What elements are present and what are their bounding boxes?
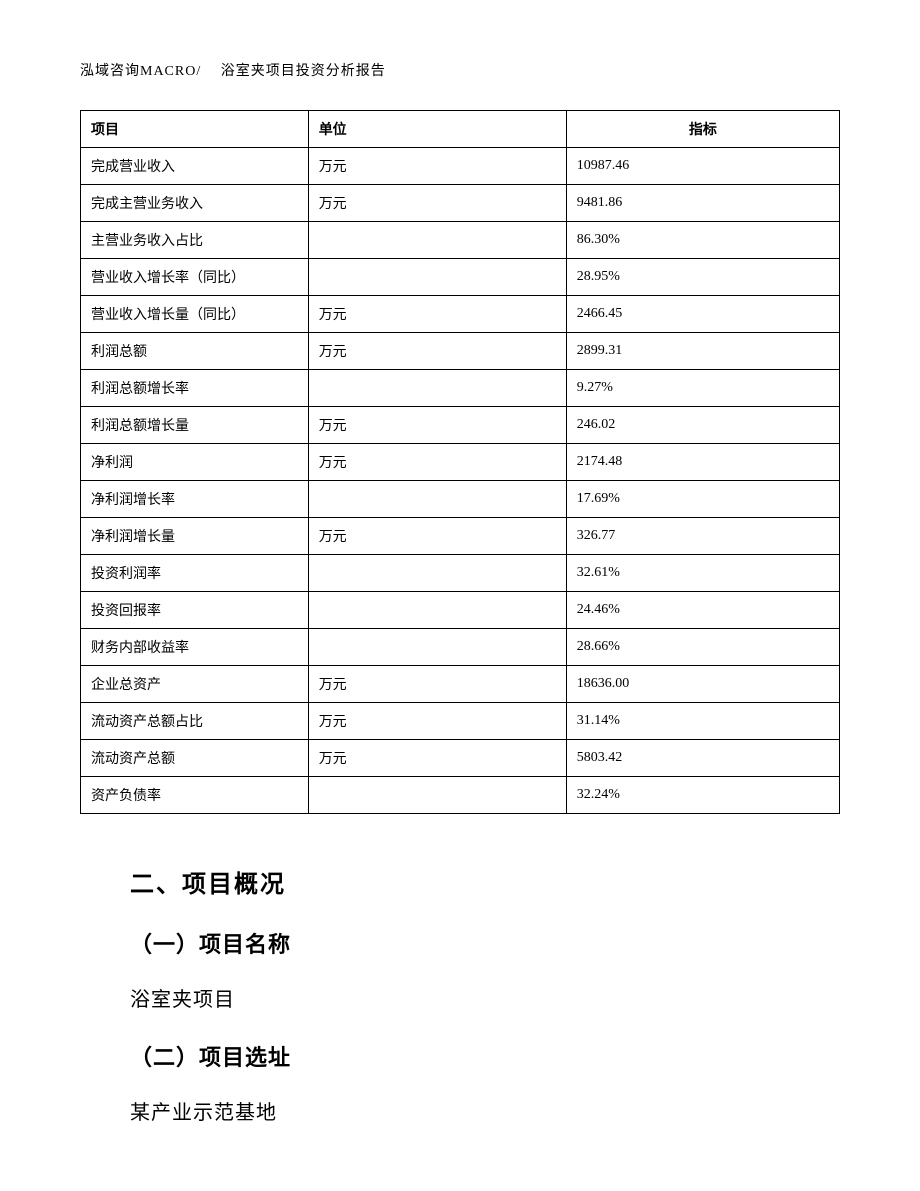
- table-cell: 企业总资产: [81, 666, 309, 703]
- table-cell: 246.02: [566, 407, 839, 444]
- table-cell: 31.14%: [566, 703, 839, 740]
- table-row: 企业总资产万元18636.00: [81, 666, 840, 703]
- table-cell: 9.27%: [566, 370, 839, 407]
- table-cell: 财务内部收益率: [81, 629, 309, 666]
- table-row: 完成主营业务收入万元9481.86: [81, 185, 840, 222]
- table-cell: 32.24%: [566, 777, 839, 814]
- table-cell: 326.77: [566, 518, 839, 555]
- table-row: 投资利润率 32.61%: [81, 555, 840, 592]
- table-row: 资产负债率 32.24%: [81, 777, 840, 814]
- table-cell: 万元: [308, 518, 566, 555]
- table-cell: 2466.45: [566, 296, 839, 333]
- table-cell: 利润总额增长率: [81, 370, 309, 407]
- table-cell: [308, 555, 566, 592]
- subsection-1-content: 浴室夹项目: [130, 983, 840, 1012]
- table-cell: 投资回报率: [81, 592, 309, 629]
- table-row: 主营业务收入占比 86.30%: [81, 222, 840, 259]
- column-header-unit: 单位: [308, 111, 566, 148]
- table-cell: 利润总额: [81, 333, 309, 370]
- data-table: 项目 单位 指标 完成营业收入万元10987.46完成主营业务收入万元9481.…: [80, 110, 840, 814]
- content-section: 二、项目概况 （一）项目名称 浴室夹项目 （二）项目选址 某产业示范基地: [80, 864, 840, 1125]
- table-body: 完成营业收入万元10987.46完成主营业务收入万元9481.86主营业务收入占…: [81, 148, 840, 814]
- table-cell: [308, 777, 566, 814]
- table-cell: 24.46%: [566, 592, 839, 629]
- table-cell: 营业收入增长量（同比）: [81, 296, 309, 333]
- table-cell: 2899.31: [566, 333, 839, 370]
- table-cell: 17.69%: [566, 481, 839, 518]
- table-cell: 完成主营业务收入: [81, 185, 309, 222]
- table-row: 净利润万元2174.48: [81, 444, 840, 481]
- table-row: 利润总额增长量万元246.02: [81, 407, 840, 444]
- table-cell: 投资利润率: [81, 555, 309, 592]
- table-cell: 万元: [308, 296, 566, 333]
- subsection-1-title: （一）项目名称: [130, 927, 840, 959]
- table-cell: 5803.42: [566, 740, 839, 777]
- table-cell: [308, 629, 566, 666]
- table-cell: 资产负债率: [81, 777, 309, 814]
- table-cell: 净利润增长率: [81, 481, 309, 518]
- table-cell: 万元: [308, 740, 566, 777]
- table-row: 完成营业收入万元10987.46: [81, 148, 840, 185]
- table-row: 净利润增长率 17.69%: [81, 481, 840, 518]
- table-row: 流动资产总额占比万元31.14%: [81, 703, 840, 740]
- table-cell: 万元: [308, 333, 566, 370]
- table-cell: [308, 370, 566, 407]
- table-cell: 10987.46: [566, 148, 839, 185]
- table-cell: 完成营业收入: [81, 148, 309, 185]
- table-row: 营业收入增长率（同比） 28.95%: [81, 259, 840, 296]
- table-row: 营业收入增长量（同比）万元2466.45: [81, 296, 840, 333]
- column-header-indicator: 指标: [566, 111, 839, 148]
- table-cell: 28.95%: [566, 259, 839, 296]
- table-cell: 万元: [308, 703, 566, 740]
- table-cell: 净利润增长量: [81, 518, 309, 555]
- table-row: 净利润增长量万元326.77: [81, 518, 840, 555]
- table-cell: 万元: [308, 407, 566, 444]
- table-cell: 营业收入增长率（同比）: [81, 259, 309, 296]
- table-row: 利润总额增长率 9.27%: [81, 370, 840, 407]
- table-row: 投资回报率 24.46%: [81, 592, 840, 629]
- table-row: 财务内部收益率 28.66%: [81, 629, 840, 666]
- column-header-item: 项目: [81, 111, 309, 148]
- table-cell: [308, 592, 566, 629]
- table-cell: 流动资产总额占比: [81, 703, 309, 740]
- table-cell: 18636.00: [566, 666, 839, 703]
- table-cell: 主营业务收入占比: [81, 222, 309, 259]
- table-cell: 万元: [308, 666, 566, 703]
- table-cell: 32.61%: [566, 555, 839, 592]
- table-cell: 2174.48: [566, 444, 839, 481]
- section-heading-2: 二、项目概况: [130, 864, 840, 899]
- subsection-2-content: 某产业示范基地: [130, 1096, 840, 1125]
- table-cell: 净利润: [81, 444, 309, 481]
- table-cell: 86.30%: [566, 222, 839, 259]
- table-cell: 利润总额增长量: [81, 407, 309, 444]
- table-row: 流动资产总额万元5803.42: [81, 740, 840, 777]
- table-cell: 万元: [308, 185, 566, 222]
- table-header-row: 项目 单位 指标: [81, 111, 840, 148]
- table-cell: 9481.86: [566, 185, 839, 222]
- table-row: 利润总额万元2899.31: [81, 333, 840, 370]
- table-cell: 流动资产总额: [81, 740, 309, 777]
- page-header: 泓域咨询MACRO/ 浴室夹项目投资分析报告: [80, 60, 840, 80]
- subsection-2-title: （二）项目选址: [130, 1040, 840, 1072]
- table-cell: [308, 481, 566, 518]
- table-cell: [308, 259, 566, 296]
- table-cell: 万元: [308, 148, 566, 185]
- table-cell: 万元: [308, 444, 566, 481]
- table-cell: [308, 222, 566, 259]
- table-cell: 28.66%: [566, 629, 839, 666]
